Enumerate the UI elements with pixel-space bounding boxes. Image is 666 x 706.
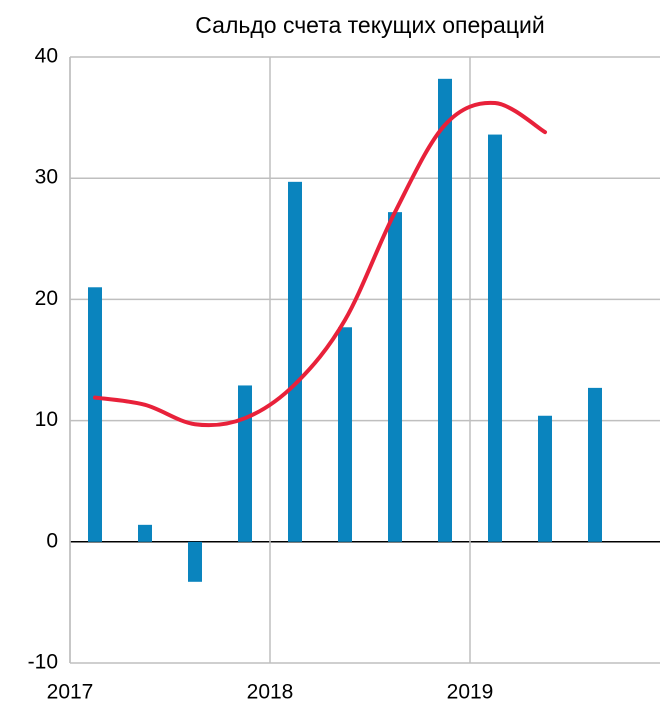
y-tick-label: 20 xyxy=(35,287,58,310)
bar xyxy=(488,134,502,542)
chart-title: Сальдо счета текущих операций xyxy=(195,12,544,38)
bar xyxy=(388,212,402,542)
y-tick-label: 40 xyxy=(35,45,58,68)
x-tick-label: 2017 xyxy=(47,681,94,704)
y-tick-label: 10 xyxy=(35,408,58,431)
bar xyxy=(88,287,102,542)
bar xyxy=(438,78,452,542)
y-tick-label: 30 xyxy=(35,166,58,189)
x-tick-label: 2019 xyxy=(447,681,494,704)
bar xyxy=(338,327,352,542)
y-tick-label: 0 xyxy=(46,529,58,552)
bar xyxy=(138,524,152,542)
bar xyxy=(188,541,202,582)
x-tick-label: 2018 xyxy=(247,681,294,704)
bar xyxy=(538,415,552,542)
bar xyxy=(588,387,602,542)
line xyxy=(93,100,547,428)
bar xyxy=(238,385,252,542)
bar xyxy=(288,181,302,542)
y-tick-label: -10 xyxy=(28,651,58,674)
